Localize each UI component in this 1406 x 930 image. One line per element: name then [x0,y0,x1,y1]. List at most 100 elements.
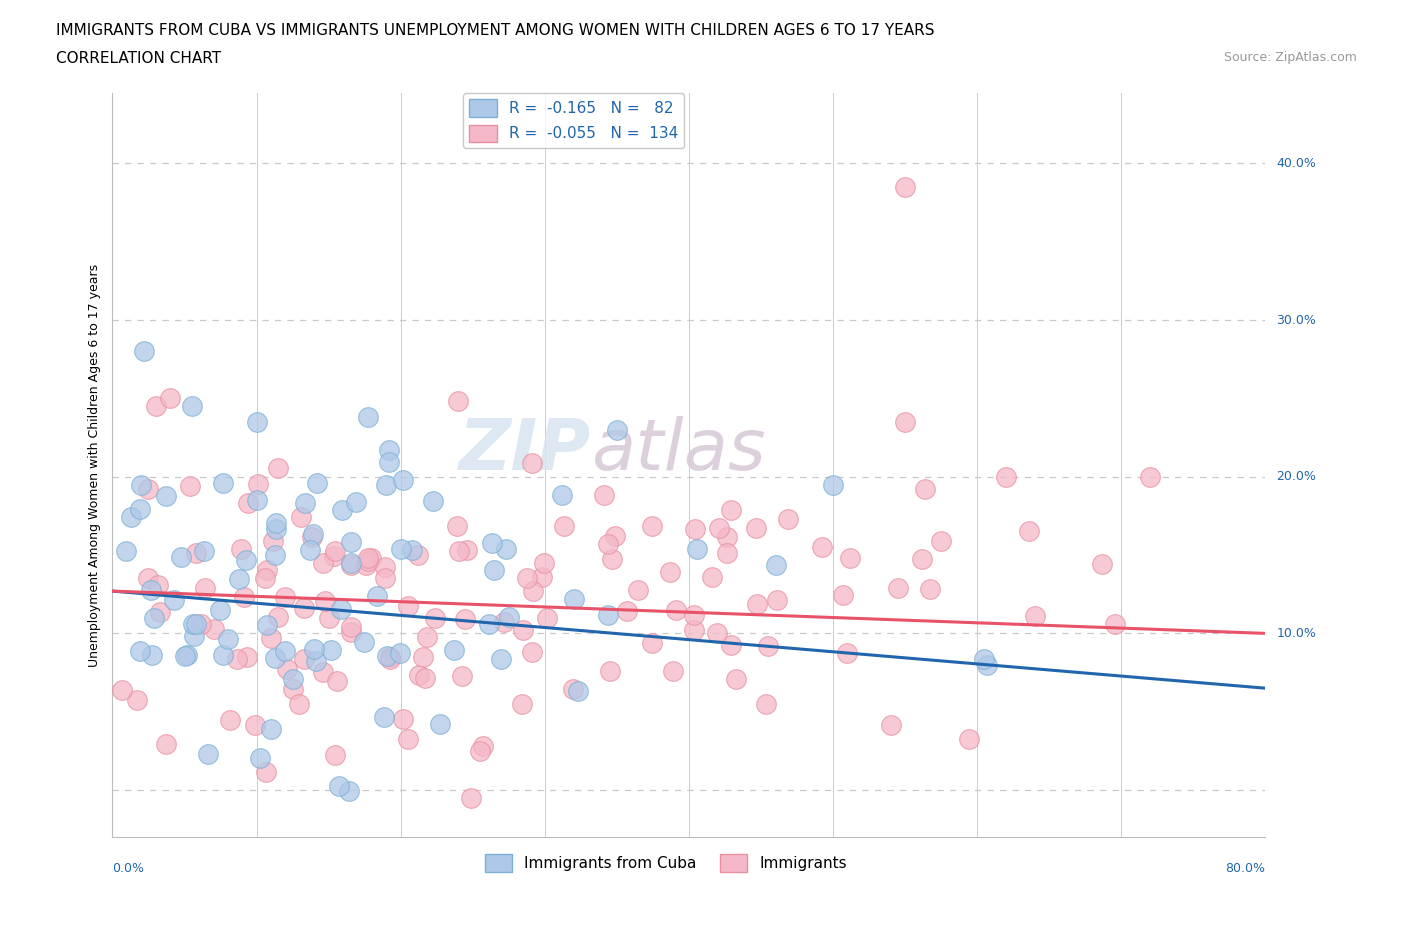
Point [226,652,249,667]
Point [412,650,434,665]
Point [378,455,401,470]
Point [181,617,204,631]
Point [264,521,287,536]
Point [456,542,478,557]
Point [375,648,398,663]
Point [976,658,998,672]
Point [536,611,558,626]
Point [149,604,172,619]
Point [378,650,401,665]
Point [1024,608,1046,623]
Point [246,415,269,430]
Point [209,602,232,617]
Point [312,665,335,680]
Point [155,737,177,751]
Point [838,551,860,565]
Point [472,738,495,753]
Point [136,481,159,496]
Point [136,571,159,586]
Point [145,399,167,414]
Point [357,409,380,424]
Point [659,565,682,579]
Point [765,558,787,573]
Point [716,530,738,545]
Point [254,764,277,779]
Point [249,751,271,765]
Point [163,593,186,608]
Point [264,651,287,666]
Point [422,494,444,509]
Point [120,510,142,525]
Point [391,472,413,487]
Point [755,697,778,711]
Point [665,603,688,618]
Point [340,624,363,639]
Point [627,582,650,597]
Point [707,520,730,535]
Point [141,582,163,597]
Point [134,344,156,359]
Point [380,652,402,667]
Point [197,746,219,761]
Point [281,682,304,697]
Point [408,667,430,682]
Point [724,671,747,686]
Point [128,501,150,516]
Point [344,495,367,510]
Point [887,580,910,595]
Text: 20.0%: 20.0% [1277,471,1316,484]
Point [641,518,664,533]
Point [183,629,205,644]
Point [600,551,623,566]
Point [683,623,706,638]
Point [489,652,512,667]
Point [551,487,574,502]
Point [450,669,472,684]
Point [186,617,208,631]
Point [356,558,378,573]
Point [301,529,323,544]
Point [454,612,477,627]
Point [325,543,347,558]
Point [378,443,401,458]
Point [180,399,202,414]
Point [973,651,995,666]
Point [661,664,683,679]
Point [290,510,312,525]
Point [330,503,353,518]
Point [596,607,619,622]
Point [307,476,329,491]
Text: atlas: atlas [591,416,765,485]
Point [328,778,350,793]
Point [745,521,768,536]
Point [267,461,290,476]
Point [510,697,533,711]
Point [170,550,193,565]
Point [747,596,769,611]
Point [460,790,482,805]
Point [276,662,298,677]
Point [446,393,468,408]
Point [401,542,423,557]
Point [756,639,779,654]
Point [231,542,253,557]
Point [481,536,503,551]
Point [512,622,534,637]
Point [562,591,585,606]
Point [128,644,150,658]
Point [603,528,626,543]
Point [835,645,858,660]
Text: 10.0%: 10.0% [1277,627,1316,640]
Point [212,647,235,662]
Point [596,537,619,551]
Point [115,544,138,559]
Text: IMMIGRANTS FROM CUBA VS IMMIGRANTS UNEMPLOYMENT AMONG WOMEN WITH CHILDREN AGES 6: IMMIGRANTS FROM CUBA VS IMMIGRANTS UNEMP… [56,23,935,38]
Point [159,391,181,405]
Point [321,642,343,657]
Legend: Immigrants from Cuba, Immigrants: Immigrants from Cuba, Immigrants [478,848,853,878]
Text: 30.0%: 30.0% [1277,313,1316,326]
Point [366,589,388,604]
Point [406,548,429,563]
Point [141,647,163,662]
Point [599,663,621,678]
